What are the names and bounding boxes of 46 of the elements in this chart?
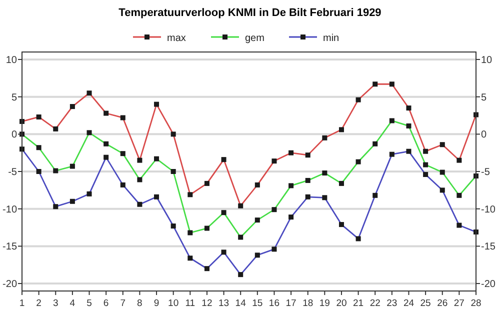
y2-tick-label: 0 — [481, 130, 487, 141]
legend-label: max — [167, 33, 186, 44]
x-tick-label: 14 — [235, 298, 246, 309]
x-tick-label: 15 — [252, 298, 263, 309]
x-tick-label: 19 — [319, 298, 330, 309]
y-tick-label: -10 — [2, 204, 18, 216]
x-tick-label: 10 — [168, 298, 179, 309]
x-tick-label: 5 — [86, 298, 92, 309]
x-tick-label: 17 — [286, 298, 296, 309]
x-tick-label: 18 — [302, 298, 314, 309]
x-tick-label: 4 — [70, 298, 76, 309]
y-tick-label: -15 — [2, 242, 18, 253]
x-tick-label: 21 — [353, 298, 364, 309]
chart-title: Temperatuurverloop KNMI in De Bilt Februari 1929 — [118, 7, 382, 19]
y2-tick-label: -20 — [481, 279, 496, 290]
x-tick-label: 9 — [154, 298, 160, 309]
x-tick-label: 25 — [420, 298, 431, 309]
x-tick-label: 24 — [403, 298, 414, 309]
x-tick-label: 27 — [454, 298, 464, 309]
x-tick-label: 13 — [218, 298, 230, 309]
x-tick-label: 28 — [470, 298, 482, 309]
x-tick-label: 12 — [202, 298, 212, 309]
y-tick-label: 0 — [11, 130, 18, 141]
x-tick-label: 23 — [386, 298, 398, 309]
y-tick-label: -5 — [8, 167, 18, 178]
x-tick-label: 20 — [336, 298, 347, 309]
legend-label: gem — [245, 33, 264, 44]
x-tick-label: 11 — [185, 298, 196, 309]
y-tick-label: -20 — [2, 279, 18, 290]
y-tick-label: 5 — [11, 92, 18, 104]
x-tick-label: 7 — [120, 298, 126, 309]
x-tick-label: 1 — [19, 298, 25, 309]
x-tick-label: 6 — [103, 298, 109, 309]
y-tick-label: 10 — [6, 54, 18, 66]
y2-tick-label: -15 — [481, 242, 496, 253]
x-tick-label: 26 — [437, 298, 448, 309]
y2-tick-label: -10 — [481, 204, 496, 216]
x-tick-label: 22 — [370, 298, 380, 309]
x-tick-label: 2 — [36, 298, 42, 309]
y2-tick-label: 5 — [481, 92, 487, 104]
x-tick-label: 16 — [268, 298, 280, 309]
y2-tick-label: 10 — [481, 54, 493, 66]
x-tick-label: 8 — [137, 298, 142, 309]
y2-tick-label: -5 — [481, 167, 490, 178]
x-tick-label: 3 — [52, 298, 58, 309]
legend-label: min — [323, 33, 340, 44]
